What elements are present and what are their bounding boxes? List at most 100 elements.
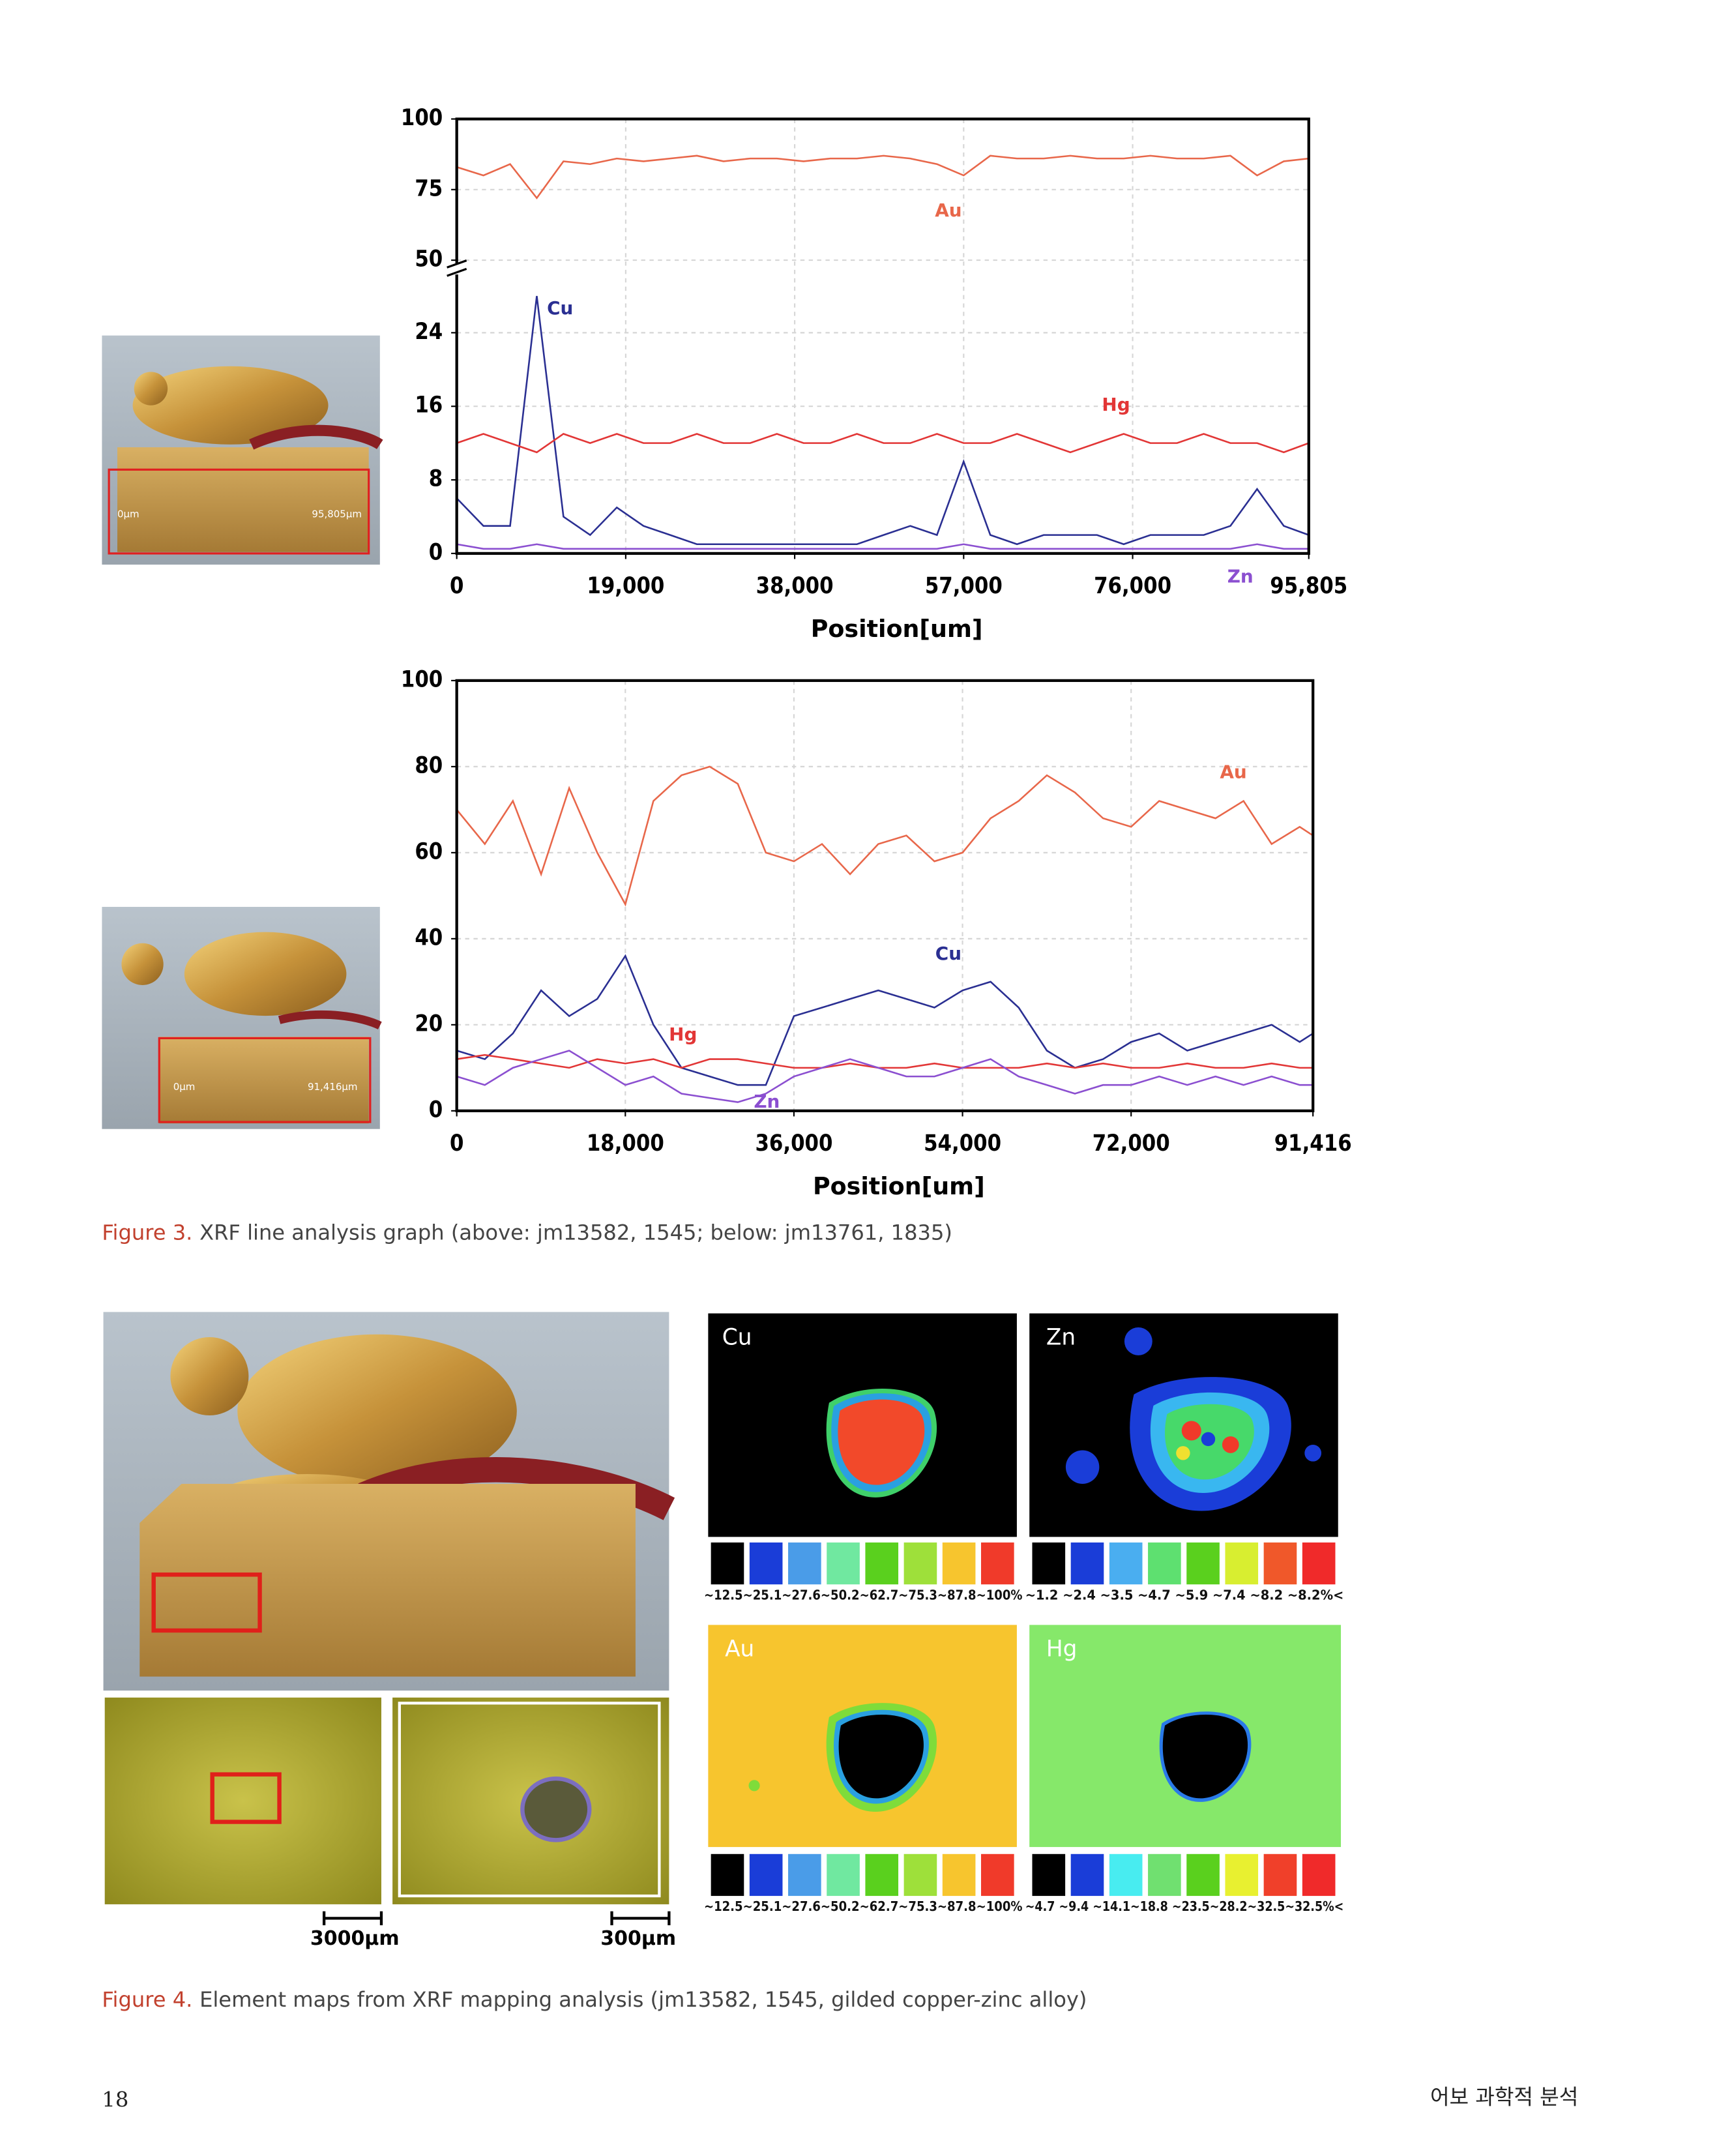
caption-label: Figure 4. <box>102 1987 192 2012</box>
axis-break <box>447 259 467 269</box>
color-swatch <box>1148 1853 1181 1897</box>
map-label: Cu <box>722 1325 752 1351</box>
y-tick-label: 24 <box>415 319 443 345</box>
plot-frame <box>455 679 1315 1112</box>
colorbar-scale: ~12.5~25.1~27.6~50.2~62.7~75.3~87.8~100% <box>704 1898 1023 1914</box>
x-axis-title: Position[um] <box>813 1172 985 1200</box>
x-tick-label: 72,000 <box>1093 1130 1170 1157</box>
scale-label: 3000μm <box>310 1927 400 1950</box>
color-swatch <box>711 1542 744 1585</box>
y-tick-label: 8 <box>429 466 443 492</box>
photo-micro-2 <box>392 1697 669 1904</box>
color-swatch <box>1070 1542 1104 1585</box>
x-tick-label: 19,000 <box>587 573 664 599</box>
photo-main <box>103 1312 675 1691</box>
x-tick-label: 18,000 <box>587 1130 664 1157</box>
series-label: Au <box>935 199 961 221</box>
color-swatch <box>1302 1853 1336 1897</box>
x-tick-label: 36,000 <box>755 1130 832 1157</box>
series-label: Zn <box>754 1091 780 1112</box>
color-swatch <box>1263 1853 1297 1897</box>
color-swatch <box>1070 1853 1104 1897</box>
map-cu: Cu <box>708 1313 1017 1537</box>
y-tick-label: 40 <box>415 924 443 951</box>
x-tick-label: 91,416 <box>1274 1130 1352 1157</box>
caption: Figure 3. XRF line analysis graph (above:… <box>102 1220 952 1245</box>
y-tick-label: 0 <box>429 539 443 565</box>
color-swatch <box>1302 1542 1336 1585</box>
series-label: Au <box>1220 761 1246 782</box>
color-swatch <box>1109 1853 1143 1897</box>
series-label: Hg <box>1102 394 1130 415</box>
photo-label: 95,805μm <box>312 508 362 520</box>
series-label: Hg <box>669 1024 697 1045</box>
color-swatch <box>981 1853 1014 1897</box>
charts: 0 19,000 38,000 57,000 76,000 95,805 0 8 16 24 50 7… <box>401 105 1352 1200</box>
color-swatch <box>827 1542 860 1585</box>
color-swatch <box>903 1853 937 1897</box>
colorbar-scale: ~12.5~25.1~27.6~50.2~62.7~75.3~87.8~100% <box>704 1587 1023 1602</box>
series-line <box>456 765 1314 907</box>
color-swatch <box>711 1853 744 1897</box>
color-swatch <box>1186 1542 1220 1585</box>
color-swatch <box>788 1853 821 1897</box>
photo-micro-1 <box>104 1697 381 1904</box>
x-axis-title: Position[um] <box>811 615 983 643</box>
color-swatch <box>749 1542 783 1585</box>
x-tick-label: 0 <box>450 1130 463 1157</box>
scale-bar <box>322 1911 671 1926</box>
y-tick-label: 60 <box>415 838 443 864</box>
x-tick-label: 54,000 <box>924 1130 1001 1157</box>
series-line <box>456 433 1310 454</box>
caption-label: Figure 3. <box>102 1220 192 1245</box>
y-tick-label: 16 <box>415 392 443 419</box>
photo-label: 91,416μm <box>308 1081 358 1093</box>
y-tick-label: 0 <box>429 1097 443 1123</box>
colorbar-scale: ~4.7 ~9.4 ~14.1~18.8 ~23.5~28.2~32.5~32.… <box>1025 1898 1344 1914</box>
y-tick-label: 80 <box>415 752 443 778</box>
y-tick-label: 100 <box>401 105 443 131</box>
y-tick-label: 50 <box>415 246 443 273</box>
x-tick-label: 0 <box>450 573 463 599</box>
photo-label: 0μm <box>117 508 139 520</box>
y-tick-label: 100 <box>401 666 443 692</box>
color-swatch <box>749 1853 783 1897</box>
color-swatch <box>1225 1542 1259 1585</box>
x-tick-label: 57,000 <box>925 573 1003 599</box>
map-label: Zn <box>1046 1325 1076 1351</box>
series-line <box>456 954 1314 1086</box>
series-line <box>456 543 1309 550</box>
x-tick-label: 38,000 <box>756 573 834 599</box>
map-label: Hg <box>1046 1636 1078 1662</box>
series-line <box>456 155 1309 199</box>
series-line <box>456 1050 1314 1103</box>
color-swatch <box>865 1853 899 1897</box>
y-tick-label: 20 <box>415 1011 443 1037</box>
map-label: Au <box>725 1636 754 1662</box>
colorbar-scale: ~1.2 ~2.4 ~3.5 ~4.7 ~5.9 ~7.4 ~8.2 ~8.2%… <box>1025 1587 1344 1602</box>
photo-1: 0μm 95,805μm <box>102 335 383 565</box>
axis-break <box>447 267 467 277</box>
y-tick-label: 75 <box>415 175 443 201</box>
running-title: 어보 과학적 분석 <box>1430 2084 1578 2109</box>
series-label: Cu <box>935 943 961 964</box>
series-label: Zn <box>1227 565 1254 587</box>
color-swatch <box>942 1542 976 1585</box>
color-swatch <box>1148 1542 1181 1585</box>
color-swatch <box>1032 1853 1066 1897</box>
map-hg: Hg <box>1029 1625 1342 1848</box>
color-swatch <box>942 1853 976 1897</box>
map-au: Au <box>708 1625 1017 1848</box>
color-swatch <box>865 1542 899 1585</box>
caption-text: XRF line analysis graph (above: jm13582,… <box>199 1220 952 1245</box>
series-line <box>456 1054 1314 1069</box>
photo-label: 0μm <box>173 1081 196 1093</box>
color-swatch <box>1263 1542 1297 1585</box>
color-swatch <box>1032 1542 1066 1585</box>
scale-label: 300μm <box>600 1927 676 1950</box>
x-tick-label: 76,000 <box>1094 573 1171 599</box>
color-swatch <box>788 1542 821 1585</box>
color-swatch <box>1186 1853 1220 1897</box>
caption-text: Element maps from XRF mapping analysis (… <box>199 1987 1087 2012</box>
